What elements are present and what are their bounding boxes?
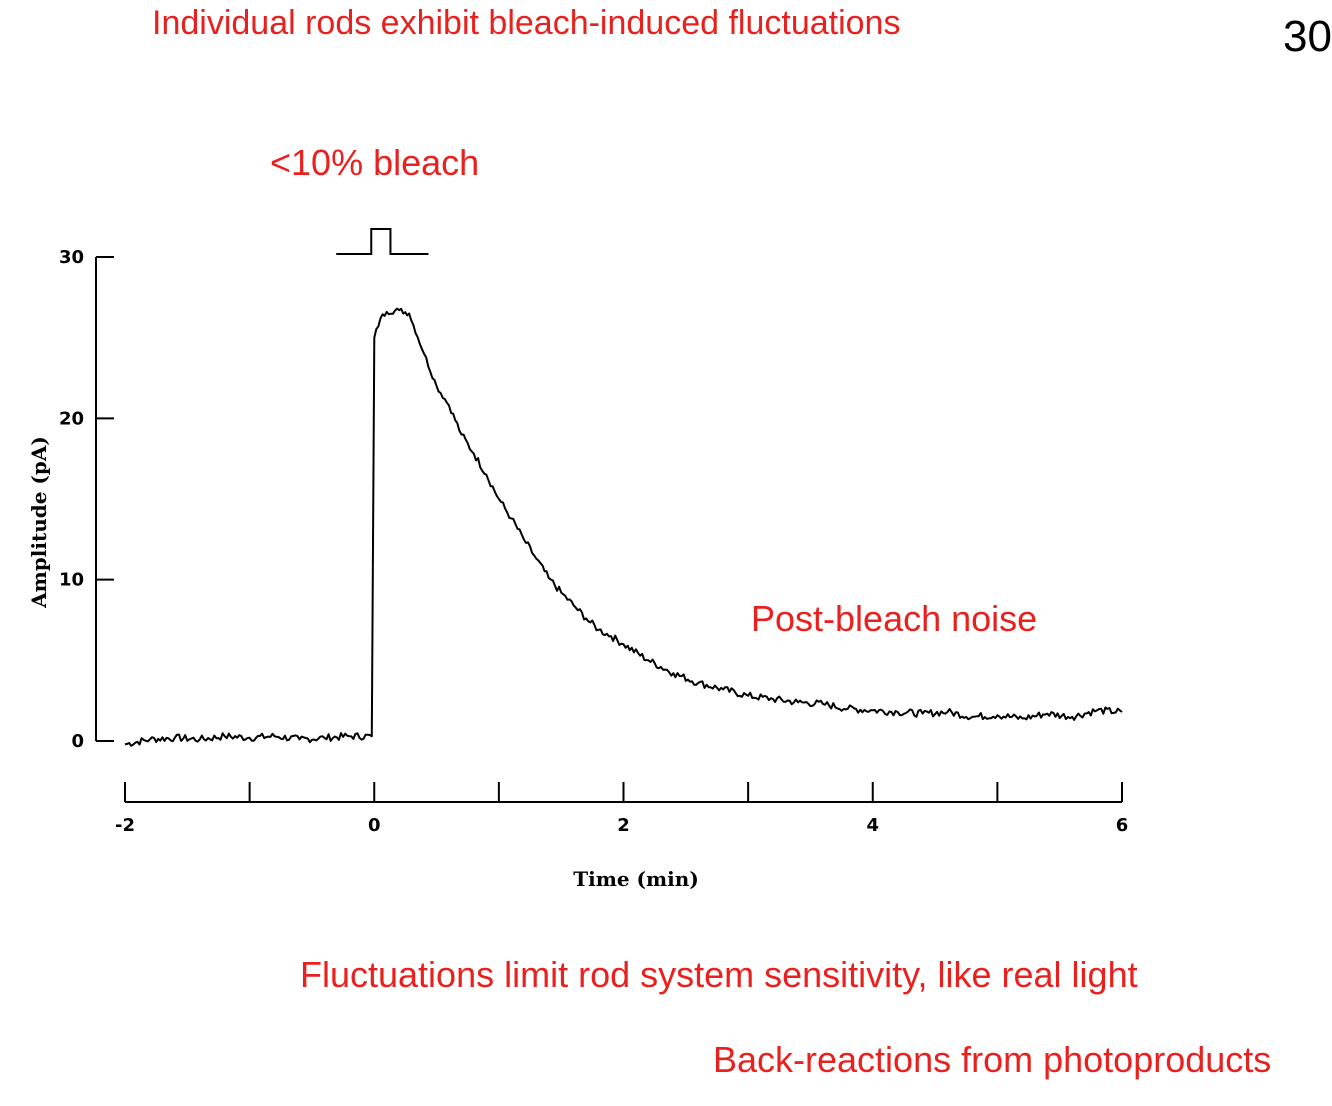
x-tick-label: -2: [115, 815, 135, 836]
slide-number: 30: [1283, 12, 1332, 61]
slide-title: Individual rods exhibit bleach-induced f…: [152, 4, 901, 42]
bleach-label: <10% bleach: [270, 142, 480, 183]
y-tick-label: 30: [59, 247, 84, 268]
series-line: [124, 307, 1123, 747]
note-sensitivity: Fluctuations limit rod system sensitivit…: [300, 954, 1138, 995]
x-axis-title: Time (min): [573, 867, 699, 891]
x-tick-label: 2: [617, 815, 630, 836]
note-back-reactions: Back-reactions from photoproducts: [713, 1039, 1272, 1080]
stimulus-trace: [336, 228, 429, 255]
series-group: [124, 307, 1123, 747]
noise-label: Post-bleach noise: [751, 598, 1038, 639]
y-axis: 0 10 20 30: [59, 247, 114, 752]
y-axis-title: Amplitude (pA): [27, 436, 51, 609]
y-tick-label: 10: [59, 570, 84, 591]
y-tick-label: 20: [59, 408, 84, 429]
x-tick-label: 0: [368, 815, 381, 836]
x-axis: -2 0 2 4 6: [115, 782, 1128, 836]
x-tick-label: 4: [866, 815, 879, 836]
x-tick-label: 6: [1116, 815, 1129, 836]
y-tick-label: 0: [71, 731, 84, 752]
stimulus-pulse: [336, 228, 429, 255]
